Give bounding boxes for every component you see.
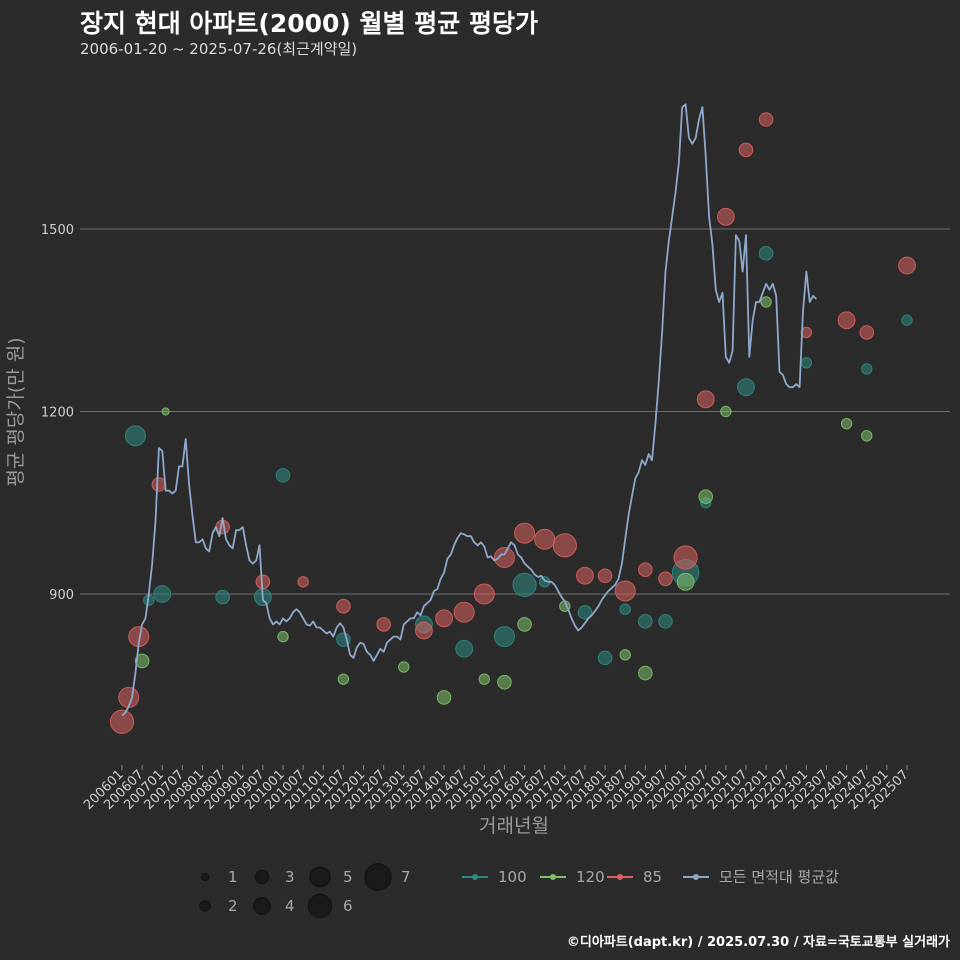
chart-subtitle: 2006-01-20 ~ 2025-07-26(최근계약일) [80,40,358,58]
point-85 [673,545,698,570]
legend-size-label: 2 [228,897,238,915]
point-85 [473,583,495,605]
point-85 [614,580,636,602]
point-100 [800,357,813,369]
point-120 [134,653,150,669]
average-line [121,103,818,717]
legend-key-dot [617,874,623,880]
point-85 [658,571,673,587]
legend-key-label: 120 [576,868,605,886]
point-120 [638,665,653,681]
y-axis-label: 평균 평당가(만 원) [5,337,27,486]
point-100 [153,585,172,603]
point-100 [758,246,774,261]
legend-size-label: 6 [343,897,353,915]
y-axis-ticks: 900 1200 1500 [41,223,74,603]
point-85 [758,112,774,127]
legend-size-label: 5 [343,868,353,886]
legend-size-label: 7 [401,868,411,886]
point-85 [453,601,475,623]
point-120 [840,417,853,430]
point-85 [297,576,309,588]
point-120 [398,661,410,673]
point-85 [898,256,916,275]
point-85 [716,207,735,226]
point-100 [658,614,673,629]
point-100 [275,468,291,483]
legend-size-circle [199,900,211,912]
point-100 [638,614,653,629]
point-100 [215,589,230,605]
x-axis-label: 거래년월 [479,815,549,837]
point-85 [435,609,453,628]
point-120 [161,407,170,416]
point-120 [337,673,350,685]
point-100 [124,425,146,447]
point-85 [109,709,135,734]
grid-lines [80,228,950,595]
point-100 [455,639,474,658]
point-100 [901,314,913,326]
legend-size-circle [253,897,271,915]
point-120 [698,489,714,504]
y-tick-label: 900 [49,588,74,603]
point-85 [415,621,433,640]
point-100 [597,650,613,666]
point-100 [493,626,515,648]
x-axis-ticks: 2006012006072007012007072008012008072009… [81,765,912,813]
point-85 [597,568,613,584]
point-85 [514,522,536,544]
legend-size-circle [307,893,333,919]
legend-size-label: 1 [228,868,238,886]
point-85 [576,566,594,585]
point-100 [861,363,873,375]
legend-size-label: 4 [285,897,295,915]
point-120 [861,430,873,442]
point-120 [720,405,732,418]
legend-key-dot [693,874,699,880]
point-120 [619,649,631,661]
point-100 [737,378,755,397]
point-120 [760,296,772,308]
chart-title: 장지 현대 아파트(2000) 월별 평균 평당가 [80,9,538,38]
point-100 [512,572,537,597]
point-100 [577,604,593,620]
legend: 1 2 3 4 5 6 7 100 120 85 모든 면적대 평균값 [199,863,839,919]
point-85 [534,528,556,550]
point-85 [638,562,653,577]
legend-size-circle [200,872,210,882]
point-120 [497,674,512,690]
point-120 [517,617,532,632]
legend-key-dot [550,874,556,880]
point-120 [277,630,289,643]
point-120 [676,572,695,591]
y-tick-label: 1500 [41,223,74,238]
legend-key-label: 모든 면적대 평균값 [719,868,839,886]
legend-size-label: 3 [285,868,295,886]
legend-size-circle [364,863,392,891]
point-85 [376,617,391,632]
point-85 [738,142,754,158]
point-85 [151,477,167,492]
point-100 [619,603,631,615]
legend-size-circle [254,869,270,885]
point-85 [696,390,715,409]
legend-key-dot [472,874,478,880]
average-line-group [121,103,818,717]
point-120 [478,673,491,685]
y-tick-label: 1200 [41,406,74,421]
point-85 [493,547,515,568]
data-points [109,112,916,734]
point-85 [552,533,577,558]
point-85 [859,325,875,340]
point-85 [837,311,856,330]
point-120 [436,690,452,705]
footer-credit: ©디아파트(dapt.kr) / 2025.07.30 / 자료=국토교통부 실… [566,935,950,950]
legend-key-label: 100 [498,868,527,886]
legend-key-label: 85 [643,868,662,886]
legend-size-circle [309,866,331,888]
point-85 [336,598,351,614]
